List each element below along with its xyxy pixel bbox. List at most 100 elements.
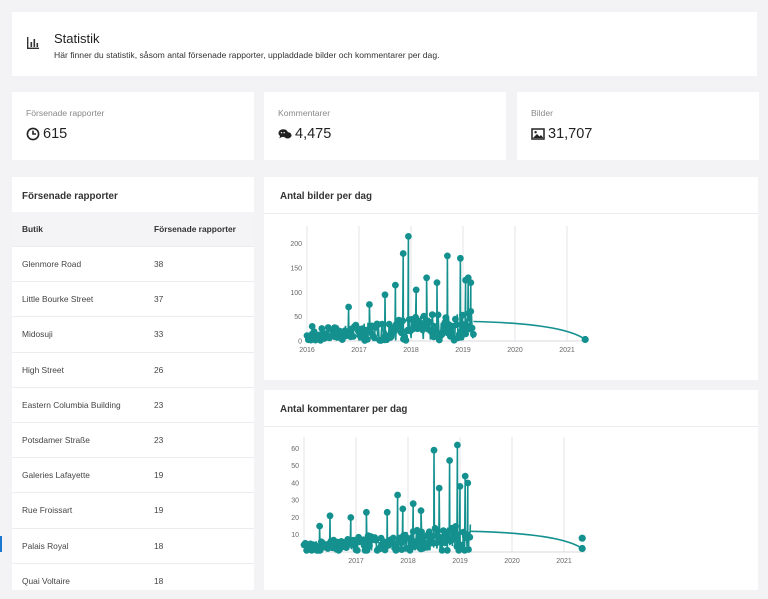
- data-point: [426, 318, 434, 326]
- data-point: [391, 327, 398, 334]
- stat-value: 615: [43, 126, 68, 142]
- data-point: [581, 335, 589, 344]
- data-point: [428, 311, 436, 319]
- data-point: [429, 532, 437, 540]
- table-row: Galeries Lafayette 19: [12, 457, 254, 493]
- cell-count: 38: [154, 245, 254, 282]
- data-point: [363, 508, 370, 516]
- chat-icon: [278, 129, 292, 139]
- data-point: [467, 279, 475, 286]
- cell-count: 37: [154, 281, 254, 317]
- data-point: [433, 279, 441, 286]
- data-point: [446, 457, 453, 464]
- data-point: [444, 252, 451, 260]
- data-point: [442, 314, 450, 321]
- x-tick-label: 2019: [452, 558, 468, 565]
- data-point: [448, 330, 455, 338]
- image-icon: [531, 128, 545, 140]
- reports-table-card: Försenade rapporter Butik Försenade rapp…: [12, 177, 254, 598]
- data-point: [389, 534, 397, 542]
- table-row: Palais Royal 18: [12, 527, 254, 564]
- data-point: [360, 536, 368, 544]
- data-point: [464, 479, 472, 487]
- data-point: [447, 537, 454, 545]
- data-point: [430, 446, 438, 454]
- data-point: [452, 523, 459, 530]
- data-point: [427, 327, 435, 335]
- data-point: [399, 250, 407, 257]
- cell-count: 23: [154, 386, 254, 423]
- stat-value: 4,475: [295, 126, 332, 142]
- data-point: [316, 522, 323, 530]
- table-row: Potsdamer Straße 23: [12, 421, 254, 458]
- data-point: [383, 508, 391, 516]
- y-tick-label: 20: [291, 515, 299, 522]
- data-point: [387, 334, 394, 341]
- x-tick-label: 2019: [455, 347, 471, 354]
- cell-count: 33: [154, 316, 254, 353]
- data-point: [310, 328, 318, 336]
- data-point: [442, 533, 450, 540]
- data-point: [326, 512, 334, 520]
- data-point: [435, 484, 443, 492]
- divider: [264, 426, 758, 427]
- x-tick-label: 2017: [348, 558, 364, 565]
- comments-per-day-chart: 10 20 30 40 50 60 2017 2018 2019 2020 2021: [291, 437, 586, 565]
- data-point: [578, 544, 586, 553]
- data-point: [459, 311, 466, 319]
- x-tick-label: 2021: [559, 347, 575, 354]
- data-point: [423, 274, 430, 282]
- data-point: [458, 541, 466, 549]
- data-point: [454, 441, 461, 449]
- data-point: [343, 544, 350, 551]
- stat-label: Försenade rapporter: [26, 108, 105, 118]
- stat-card-images: Bilder 31,707: [517, 92, 759, 160]
- header-card: Statistik Här finner du statistik, såsom…: [12, 12, 757, 76]
- y-tick-label: 30: [291, 498, 299, 505]
- x-tick-label: 2021: [556, 558, 572, 565]
- data-point: [347, 514, 355, 521]
- cell-store: Midosuji: [12, 316, 154, 353]
- data-point: [399, 317, 407, 325]
- y-tick-label: 100: [290, 290, 302, 297]
- table-row: Eastern Columbia Building 23: [12, 386, 254, 423]
- data-point: [394, 491, 401, 499]
- cell-count: 18: [154, 527, 254, 564]
- y-tick-label: 60: [291, 446, 299, 453]
- cell-store: Little Bourke Street: [12, 281, 154, 317]
- page-title: Statistik: [54, 31, 100, 46]
- data-point: [372, 536, 380, 544]
- bar-chart-icon: [27, 37, 39, 49]
- data-point: [345, 303, 352, 311]
- data-point: [461, 472, 469, 480]
- images-chart-card: Antal bilder per dag 0 50 100 150 200 2016 201…: [264, 177, 758, 380]
- data-point: [466, 533, 474, 541]
- data-point: [443, 546, 451, 554]
- cell-store: Galeries Lafayette: [12, 457, 154, 493]
- stat-card-reports: Försenade rapporter 615: [12, 92, 254, 160]
- x-tick-label: 2018: [400, 558, 416, 565]
- cell-store: Rue Froissart: [12, 492, 154, 528]
- stat-value: 31,707: [548, 126, 593, 142]
- data-point: [371, 334, 378, 342]
- table-row: Midosuji 33: [12, 316, 254, 353]
- cell-store: Palais Royal: [12, 527, 154, 564]
- data-point: [440, 527, 447, 535]
- stat-card-comments: Kommentarer 4,475: [264, 92, 506, 160]
- data-point: [399, 505, 407, 513]
- x-tick-label: 2016: [299, 347, 315, 354]
- cell-store: Potsdamer Straße: [12, 421, 154, 458]
- x-tick-label: 2017: [351, 347, 367, 354]
- data-point: [308, 323, 316, 330]
- stat-label: Bilder: [531, 108, 553, 118]
- x-tick-label: 2018: [403, 347, 419, 354]
- comments-chart-card: Antal kommentarer per dag 10 20 30 40 50 60 20…: [264, 390, 758, 590]
- reports-table-title: Försenade rapporter: [22, 191, 118, 202]
- cell-count: 19: [154, 457, 254, 493]
- data-point: [396, 323, 404, 330]
- y-tick-label: 50: [291, 463, 299, 470]
- chart-title: Antal bilder per dag: [280, 191, 372, 202]
- data-point: [578, 534, 586, 542]
- data-point: [456, 483, 464, 490]
- scroll-indicator: [0, 536, 2, 552]
